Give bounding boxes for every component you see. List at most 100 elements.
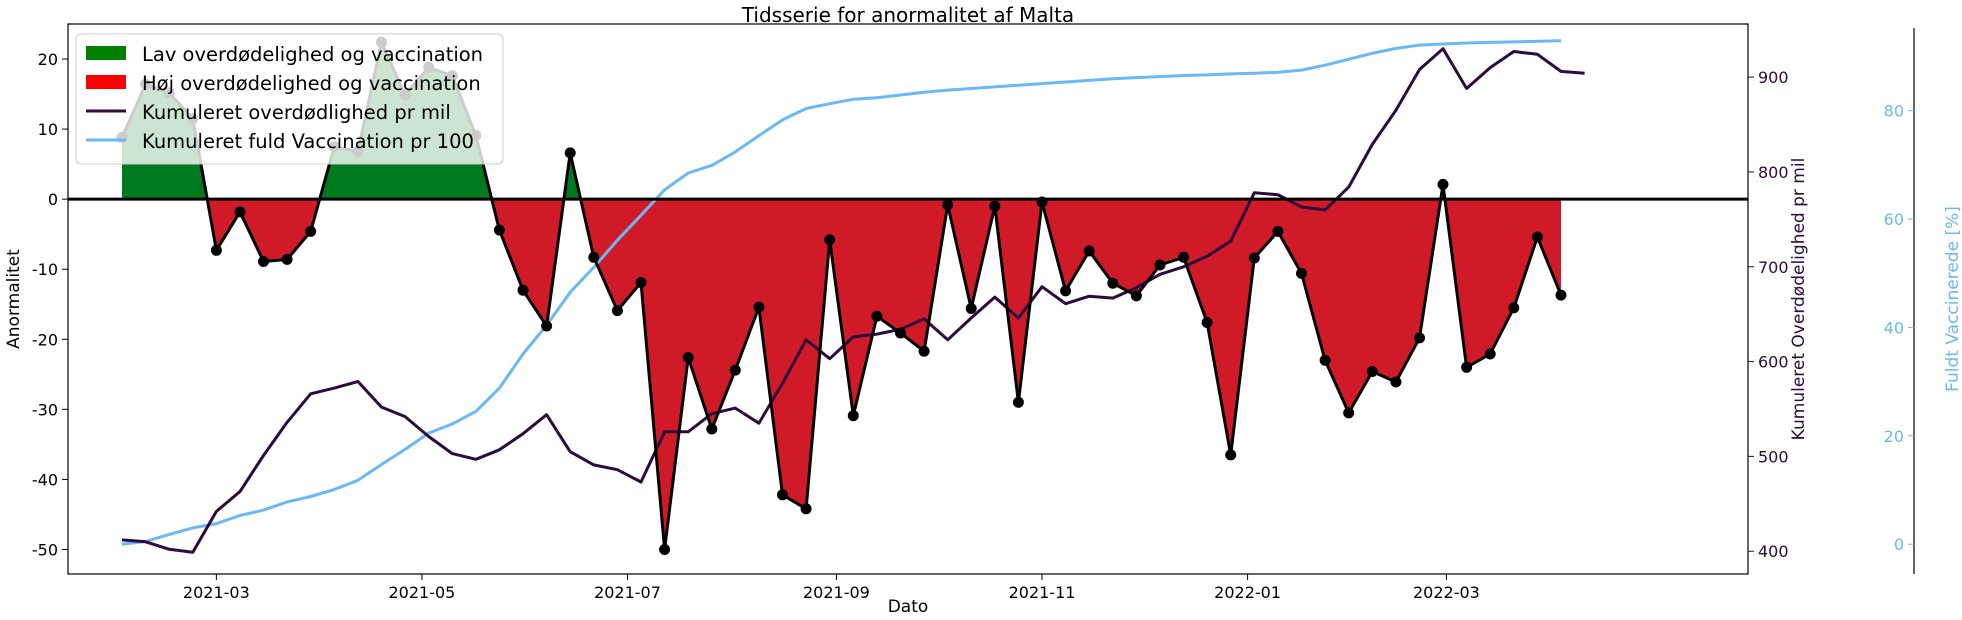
anomaly-point bbox=[895, 327, 906, 339]
anomaly-point bbox=[234, 206, 246, 218]
anomaly-point bbox=[1531, 231, 1543, 243]
y-right2-tick-label: 60 bbox=[1884, 210, 1904, 229]
x-tick-label: 2021-11 bbox=[1009, 583, 1076, 602]
anomaly-point bbox=[1130, 290, 1142, 302]
anomaly-point bbox=[1508, 302, 1520, 314]
anomaly-point bbox=[1154, 259, 1166, 271]
anomaly-point bbox=[493, 224, 505, 236]
y-right2-tick-label: 20 bbox=[1884, 427, 1904, 446]
legend: Lav overdødelighed og vaccination Høj ov… bbox=[75, 33, 504, 165]
anomaly-point bbox=[918, 345, 930, 357]
legend-box bbox=[75, 33, 504, 165]
anomaly-point bbox=[588, 251, 600, 263]
anomaly-point bbox=[281, 253, 293, 265]
anomaly-point bbox=[1225, 449, 1237, 461]
anomaly-point bbox=[1036, 196, 1048, 208]
anomaly-point bbox=[1012, 396, 1024, 408]
anomaly-point bbox=[1414, 332, 1425, 344]
anomaly-point bbox=[1107, 277, 1119, 289]
anomaly-point bbox=[989, 200, 1001, 212]
anomaly-point bbox=[1366, 366, 1378, 377]
y-right2-tick-label: 40 bbox=[1884, 318, 1904, 337]
high-anomaly-area bbox=[207, 199, 320, 262]
x-axis: 2021-03 2021-05 2021-07 2021-09 2021-11 2022-… bbox=[183, 574, 1480, 602]
legend-label-excess: Kumuleret overdødlighed pr mil bbox=[142, 101, 451, 124]
y-right-tick-label: 500 bbox=[1758, 447, 1789, 466]
anomaly-point bbox=[210, 244, 222, 256]
anomaly-point bbox=[1248, 252, 1260, 264]
anomaly-point bbox=[1319, 354, 1331, 366]
anomaly-point bbox=[1461, 361, 1473, 373]
anomaly-point bbox=[871, 310, 883, 322]
anomaly-point bbox=[1343, 407, 1355, 419]
anomaly-point bbox=[564, 147, 576, 159]
anomaly-point bbox=[541, 320, 553, 332]
excess-mortality-line bbox=[121, 47, 1585, 554]
x-tick-label: 2021-09 bbox=[803, 583, 870, 602]
anomaly-point bbox=[777, 489, 788, 501]
y-axis-right2-label: Fuldt Vaccinerede [%] bbox=[1943, 206, 1962, 392]
y-right2-tick-label: 80 bbox=[1884, 102, 1904, 121]
plot-frame bbox=[67, 23, 1749, 575]
anomaly-point bbox=[847, 410, 859, 422]
anomaly-point bbox=[517, 284, 529, 296]
anomaly-point bbox=[800, 503, 812, 515]
anomaly-point bbox=[682, 352, 694, 363]
anomaly-point bbox=[965, 303, 977, 314]
anomaly-point bbox=[1296, 267, 1307, 279]
y-axis-right2: 0 20 40 60 80 bbox=[1884, 28, 1915, 574]
y-tick-label: -20 bbox=[32, 330, 58, 349]
anomaly-point bbox=[1437, 178, 1449, 190]
anomaly-point bbox=[753, 301, 765, 313]
anomaly-point bbox=[611, 305, 623, 317]
x-tick-label: 2021-03 bbox=[183, 583, 250, 602]
y-axis-right-label: Kumuleret Overdødelighed pr mil bbox=[1789, 158, 1809, 441]
anomaly-point bbox=[706, 423, 718, 435]
y-tick-label: -40 bbox=[32, 470, 58, 489]
vaccination-line bbox=[121, 39, 1562, 546]
y-right-tick-label: 600 bbox=[1758, 353, 1789, 372]
y-axis-right: 400 500 600 700 800 900 bbox=[1748, 68, 1789, 561]
excess-mortality-line-layer bbox=[121, 47, 1585, 554]
anomaly-point bbox=[1390, 376, 1402, 388]
y-right-tick-label: 700 bbox=[1758, 258, 1789, 277]
x-tick-label: 2021-07 bbox=[594, 583, 661, 602]
anomaly-point bbox=[258, 256, 269, 267]
anomaly-point bbox=[1272, 225, 1284, 237]
y-right-tick-label: 800 bbox=[1758, 163, 1789, 182]
x-tick-label: 2021-05 bbox=[389, 583, 456, 602]
legend-swatch-high bbox=[86, 75, 126, 89]
high-anomaly-area bbox=[1444, 199, 1561, 368]
y-tick-label: -10 bbox=[32, 260, 58, 279]
anomaly-point bbox=[1178, 251, 1190, 263]
y-right-tick-label: 400 bbox=[1758, 542, 1789, 561]
anomaly-point bbox=[305, 225, 317, 237]
anomaly-point bbox=[635, 277, 647, 288]
anomaly-point bbox=[942, 199, 954, 211]
legend-swatch-low bbox=[86, 46, 126, 60]
anomaly-point bbox=[1555, 289, 1567, 301]
y-tick-label: -30 bbox=[32, 400, 58, 419]
low-anomaly-area bbox=[563, 152, 581, 200]
anomaly-point bbox=[1484, 348, 1496, 360]
legend-label-low: Lav overdødelighed og vaccination bbox=[142, 43, 483, 66]
anomaly-point bbox=[1060, 285, 1072, 297]
y-tick-label: 10 bbox=[38, 120, 58, 139]
y-right-tick-label: 900 bbox=[1758, 68, 1789, 87]
x-tick-label: 2022-03 bbox=[1413, 583, 1480, 602]
anomaly-point bbox=[729, 364, 741, 376]
y-right2-tick-label: 0 bbox=[1894, 535, 1904, 554]
chart-title: Tidsserie for anormalitet af Malta bbox=[741, 3, 1074, 27]
x-tick-label: 2022-01 bbox=[1214, 583, 1281, 602]
anomaly-point bbox=[824, 234, 836, 246]
x-axis-label: Dato bbox=[888, 597, 929, 617]
vaccination-line-layer bbox=[121, 39, 1562, 546]
y-tick-label: -50 bbox=[32, 540, 58, 559]
y-tick-label: 0 bbox=[48, 190, 58, 209]
y-tick-label: 20 bbox=[38, 50, 58, 69]
high-anomaly-area bbox=[491, 199, 564, 326]
legend-label-vaccine: Kumuleret fuld Vaccination pr 100 bbox=[142, 130, 474, 153]
anomaly-point bbox=[1201, 317, 1213, 328]
anomaly-point bbox=[659, 544, 671, 555]
